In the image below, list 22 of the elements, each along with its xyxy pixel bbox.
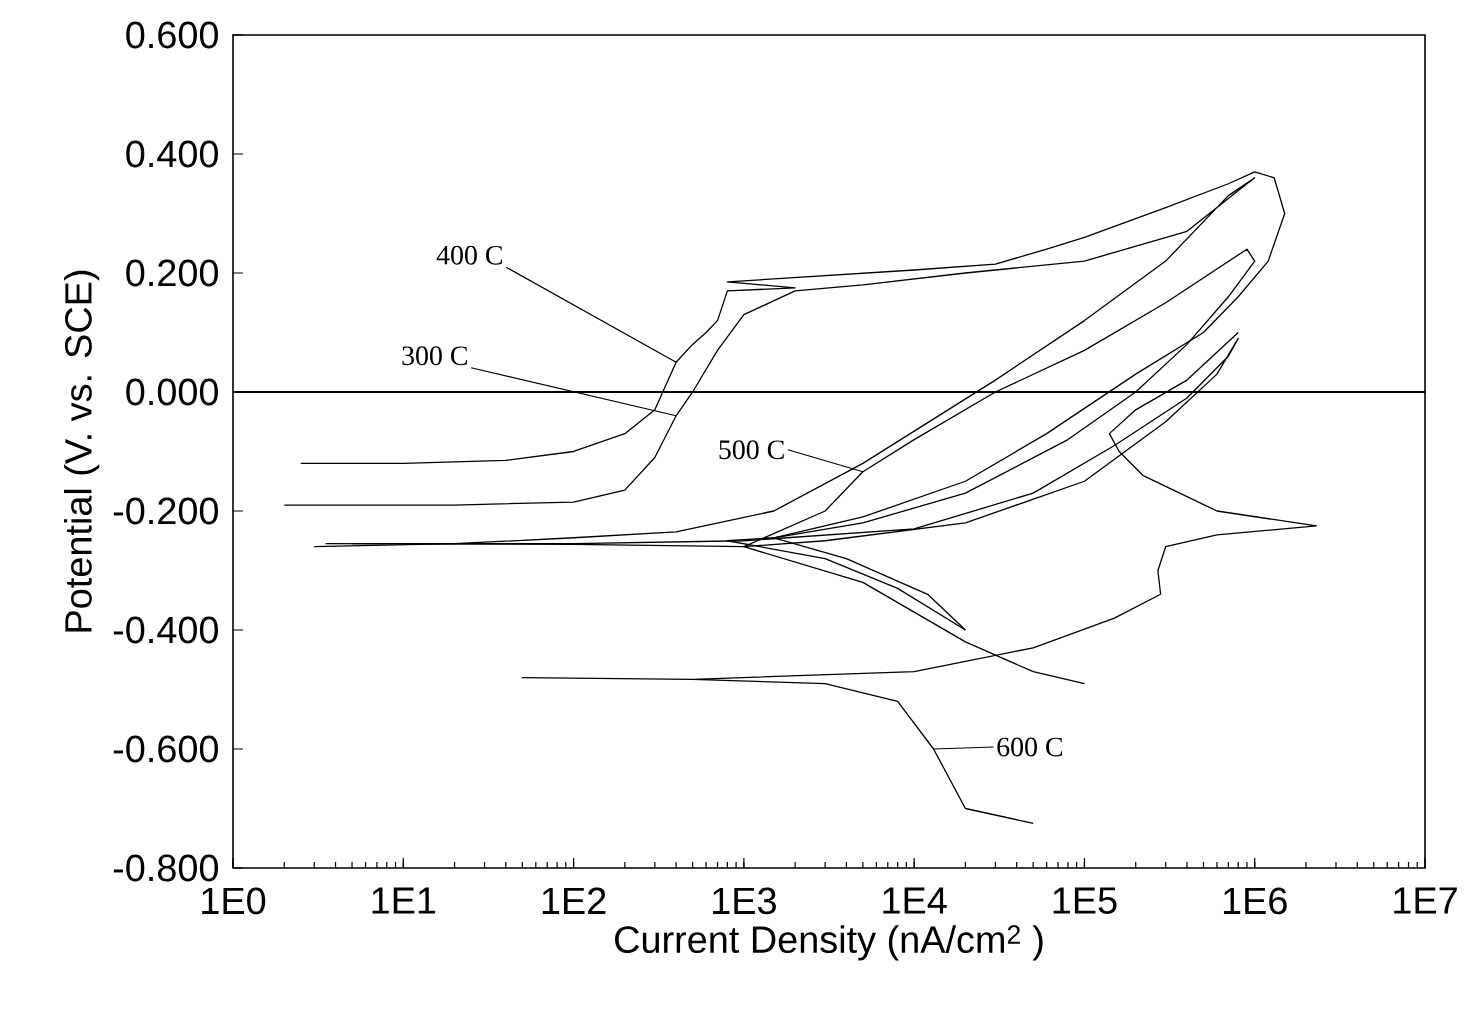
y-tick-label: -0.600 <box>113 735 218 763</box>
y-tick-label: 0.600 <box>126 21 218 49</box>
annotation: 600 C <box>997 737 1063 757</box>
y-tick-label: 0.000 <box>126 378 218 406</box>
x-tick-label: 1E4 <box>883 887 947 914</box>
x-tick-label: 1E1 <box>372 887 436 914</box>
y-tick-label: -0.800 <box>113 854 218 882</box>
x-tick-label: 1E2 <box>542 887 606 914</box>
x-tick-label: 1E6 <box>1223 887 1287 915</box>
x-tick-label: 1E0 <box>202 887 266 915</box>
annotation: 300 C <box>402 346 467 366</box>
y-axis-title: Potential (V. vs. SCE) <box>64 270 100 632</box>
x-tick-label: 1E7 <box>1394 887 1457 914</box>
y-tick-label: -0.400 <box>113 616 218 644</box>
y-tick-label: 0.400 <box>126 140 218 168</box>
x-tick-label: 1E5 <box>1053 887 1117 914</box>
x-axis-title: Current Density (nA/cm$^{2}$ ) <box>615 925 1043 961</box>
annotation: 500 C <box>719 440 784 460</box>
y-tick-label: -0.200 <box>113 497 218 525</box>
y-tick-label: 0.200 <box>126 259 218 287</box>
x-tick-label: 1E3 <box>713 887 776 915</box>
annotation: 400 C <box>436 245 502 265</box>
